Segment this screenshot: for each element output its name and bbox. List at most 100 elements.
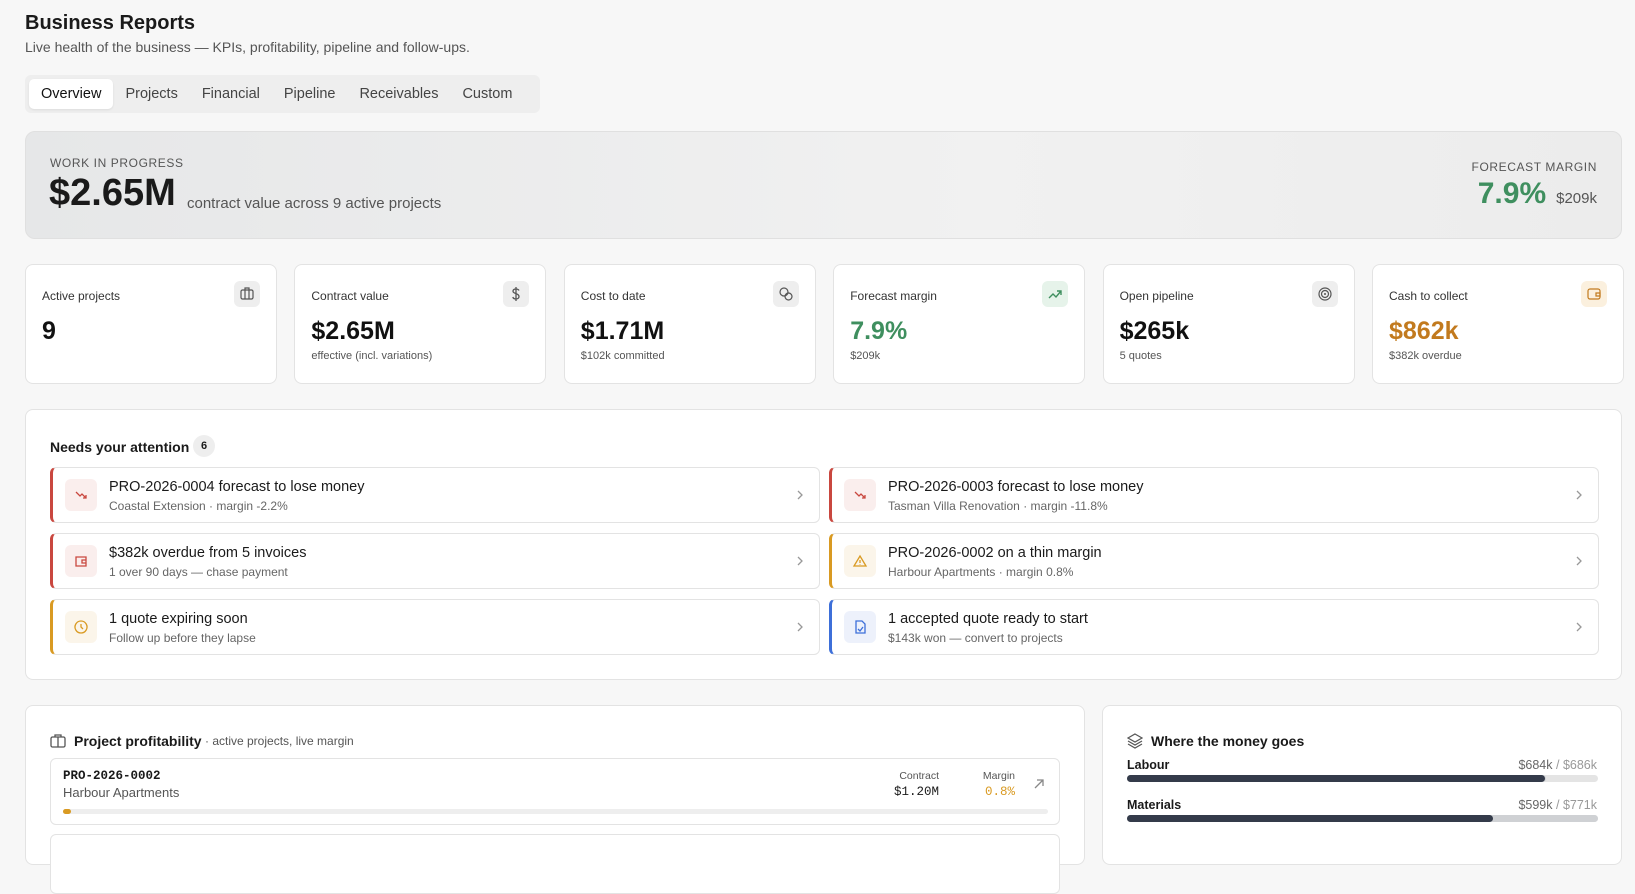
attention-title: PRO-2026-0002 on a thin margin	[888, 545, 1102, 561]
contract-label: Contract	[899, 770, 939, 782]
attention-icon	[844, 479, 876, 511]
icon	[75, 491, 87, 499]
kpi-icon	[772, 281, 799, 307]
kpi-card: Active projects 9	[25, 264, 277, 384]
money-budget: $686k	[1562, 758, 1597, 772]
separator: /	[1552, 758, 1563, 772]
kpi-sub: $209k	[850, 350, 881, 362]
hero-right: 7.9% $209k	[1478, 177, 1597, 211]
money-amounts: $684k / $686k	[1518, 758, 1597, 772]
kpi-value: $2.65M	[311, 317, 395, 345]
chevron	[1574, 554, 1584, 572]
kpi-card: Forecast margin 7.9% $209k	[833, 264, 1086, 384]
margin-bar	[63, 809, 71, 814]
money-track	[1127, 775, 1598, 782]
arrow-icon	[1034, 779, 1044, 789]
tab[interactable]: Custom	[462, 86, 513, 102]
money-name: Labour	[1127, 758, 1170, 772]
hero-label: WORK IN PROGRESS	[50, 156, 184, 170]
kpi-card: Contract value $2.65M effective (incl. var…	[294, 264, 547, 384]
page: Business Reports Live health of the busi…	[25, 12, 1624, 894]
icon	[1317, 287, 1332, 301]
kpi-label: Cash to collect	[1389, 289, 1468, 303]
kpi-label: Cost to date	[580, 289, 646, 303]
hero-right-label: FORECAST MARGIN	[1471, 160, 1597, 174]
page-subtitle: Live health of the business — KPIs, prof…	[25, 39, 470, 55]
kpi-sub: 5 quotes	[1119, 350, 1162, 362]
chevron	[795, 488, 805, 506]
margin-track	[63, 809, 1048, 814]
icon	[852, 554, 868, 567]
attention-title: Needs your attention	[50, 439, 190, 455]
kpi-sub: $382k overdue	[1389, 350, 1462, 362]
icon	[779, 287, 793, 301]
money-track	[1127, 815, 1598, 822]
chevron	[1574, 488, 1584, 506]
icon	[74, 620, 88, 634]
tab[interactable]: Projects	[125, 86, 178, 102]
attention-item[interactable]: PRO-2026-0003 forecast to lose money Tasm…	[829, 467, 1599, 523]
kpi-value: 7.9%	[850, 317, 908, 345]
tab-bar: Overview Projects Financial Pipeline Receiva…	[25, 75, 540, 113]
icon	[855, 620, 866, 634]
money-spent: $599k	[1518, 798, 1553, 812]
tab[interactable]: Receivables	[359, 86, 439, 102]
money-panel: Where the money goes Labour $684k / $686k…	[1102, 705, 1622, 865]
margin-label: Margin	[982, 770, 1015, 782]
attention-item[interactable]: PRO-2026-0002 on a thin margin Harbour Ap…	[829, 533, 1599, 589]
kpi-icon	[1311, 281, 1338, 307]
project-name: Harbour Apartments	[63, 785, 180, 800]
attention-item[interactable]: 1 accepted quote ready to start $143k won…	[829, 599, 1599, 655]
hero: WORK IN PROGRESS $2.65M contract value a…	[25, 131, 1622, 239]
separator: /	[1552, 798, 1563, 812]
attention-item[interactable]: PRO-2026-0004 forecast to lose money Coas…	[50, 467, 820, 523]
kpi-icon	[503, 281, 530, 307]
kpi-label: Active projects	[42, 289, 121, 303]
kpi-icon	[1042, 281, 1069, 307]
money-budget: $771k	[1562, 798, 1597, 812]
project-row[interactable]: PRO-2026-0002 Harbour Apartments Contract $…	[50, 758, 1060, 825]
attention-icon	[65, 545, 97, 577]
tab[interactable]: Overview	[29, 79, 114, 109]
spent-bar	[1127, 775, 1545, 782]
chevron-icon	[1576, 490, 1582, 500]
icon	[50, 734, 66, 748]
kpi-icon	[1581, 281, 1607, 307]
chevron-icon	[797, 622, 803, 632]
kpi-label: Open pipeline	[1119, 289, 1194, 303]
attention-title: PRO-2026-0004 forecast to lose money	[109, 479, 365, 495]
attention-icon	[844, 545, 876, 577]
money-title: Where the money goes	[1151, 733, 1305, 749]
attention-title: $382k overdue from 5 invoices	[109, 545, 307, 561]
attention-item[interactable]: $382k overdue from 5 invoices 1 over 90 d…	[50, 533, 820, 589]
attention-sub: $143k won — convert to projects	[888, 631, 1063, 645]
chevron-icon	[797, 556, 803, 566]
contract-value: $1.20M	[893, 785, 939, 799]
money-name: Materials	[1127, 798, 1182, 812]
icon	[240, 287, 254, 300]
tab[interactable]: Pipeline	[283, 86, 336, 102]
chevron-icon	[1576, 556, 1582, 566]
attention-sub: 1 over 90 days — chase payment	[109, 565, 288, 579]
chevron	[795, 554, 805, 572]
page-title: Business Reports	[25, 12, 196, 34]
profitability-subtitle: · active projects, live margin	[205, 734, 354, 748]
money-amounts: $599k / $771k	[1518, 798, 1597, 812]
attention-item[interactable]: 1 quote expiring soon Follow up before th…	[50, 599, 820, 655]
attention-sub: Follow up before they lapse	[109, 631, 256, 645]
kpi-card: Cost to date $1.71M $102k committed	[563, 264, 816, 384]
kpi-value: $862k	[1389, 317, 1459, 345]
profitability-panel: Project profitability · active projects,…	[25, 705, 1085, 894]
margin-value: 0.8%	[984, 785, 1015, 799]
chevron-icon	[797, 490, 803, 500]
kpi-value: $1.71M	[580, 317, 665, 345]
chevron	[1574, 620, 1584, 638]
kpi-label: Contract value	[311, 289, 389, 303]
attention-title: 1 quote expiring soon	[109, 611, 248, 627]
attention-title: PRO-2026-0003 forecast to lose money	[888, 479, 1144, 495]
tab[interactable]: Financial	[201, 86, 260, 102]
icon	[1048, 290, 1062, 299]
icon	[1587, 288, 1601, 300]
project-row	[50, 834, 1060, 894]
icon	[1127, 733, 1143, 749]
